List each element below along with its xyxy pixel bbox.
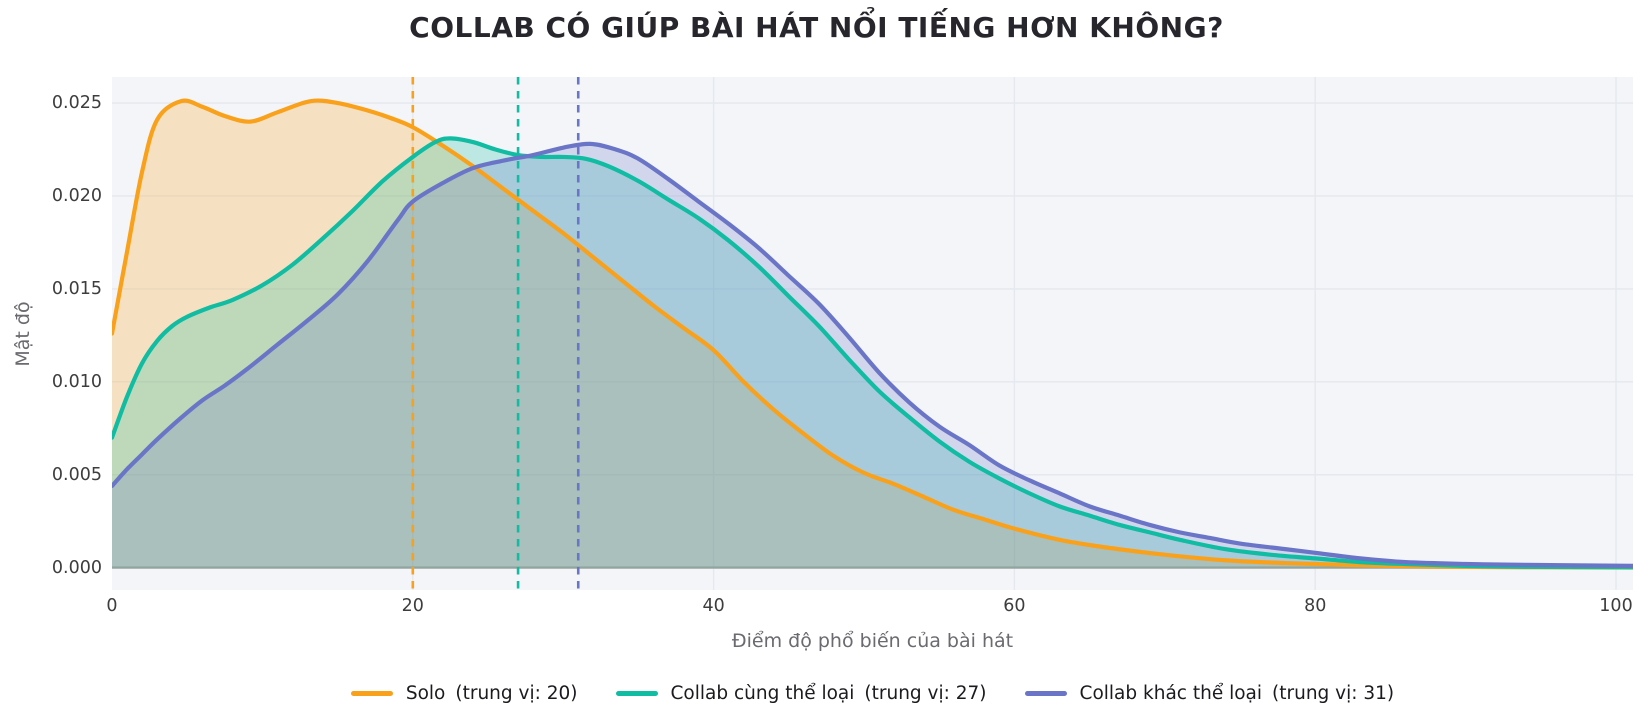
plot-background <box>112 77 1633 590</box>
legend-label: Solo <box>405 682 446 704</box>
kde-curve-1 <box>112 98 1633 570</box>
x-tick-label: 80 <box>1304 596 1327 616</box>
kde-fill-2 <box>112 138 1633 568</box>
kde-curve-2 <box>112 136 1633 570</box>
kde-fill-3 <box>112 143 1633 568</box>
legend-item-2: Collab cùng thể loại (trung vị: 27) <box>615 682 987 704</box>
x-axis-label: Điểm độ phổ biến của bài hát <box>731 630 1014 652</box>
curves-group <box>112 77 1633 590</box>
kde-fill-1 <box>112 100 1633 568</box>
y-axis-label: Mật độ <box>12 301 34 367</box>
legend-item-3: Collab khác thể loại (trung vị: 31) <box>1024 682 1395 704</box>
y-tick-label: 0.005 <box>51 464 102 485</box>
legend: Solo (trung vị: 20) Collab cùng thể loại (t… <box>112 676 1633 710</box>
legend-swatch-3 <box>1024 690 1067 696</box>
legend-swatch-1 <box>350 690 393 696</box>
legend-label: Collab khác thể loại <box>1079 682 1263 704</box>
x-tick-label: 20 <box>401 596 424 616</box>
y-tick-label: 0.000 <box>51 557 102 578</box>
legend-swatch-2 <box>615 690 658 696</box>
y-tick-label: 0.010 <box>51 371 102 392</box>
x-tick-label: 60 <box>1003 596 1026 616</box>
y-tick-label: 0.025 <box>51 93 102 114</box>
kde-curve-3 <box>112 141 1633 568</box>
legend-median-label: (trung vị: 31) <box>1272 682 1395 704</box>
legend-median-label: (trung vị: 20) <box>455 682 578 704</box>
x-tick-label: 40 <box>702 596 725 616</box>
y-tick-label: 0.015 <box>51 278 102 299</box>
legend-median-label: (trung vị: 27) <box>864 682 987 704</box>
chart-title: COLLAB CÓ GIÚP BÀI HÁT NỔI TIẾNG HƠN KHÔ… <box>409 11 1224 44</box>
legend-item-1: Solo (trung vị: 20) <box>350 682 578 704</box>
legend-label: Collab cùng thể loại <box>670 682 855 704</box>
x-tick-label: 100 <box>1599 596 1633 616</box>
x-tick-label: 0 <box>106 596 118 616</box>
y-tick-label: 0.020 <box>51 185 102 206</box>
